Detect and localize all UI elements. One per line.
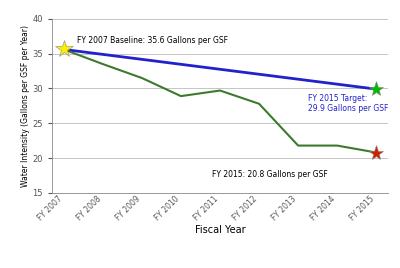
X-axis label: Fiscal Year: Fiscal Year [195, 225, 245, 235]
Text: FY 2015: 20.8 Gallons per GSF: FY 2015: 20.8 Gallons per GSF [212, 170, 328, 179]
Text: FY 2015 Target:
29.9 Gallons per GSF: FY 2015 Target: 29.9 Gallons per GSF [308, 94, 388, 113]
Text: FY 2007 Baseline: 35.6 Gallons per GSF: FY 2007 Baseline: 35.6 Gallons per GSF [77, 36, 228, 44]
Y-axis label: Water Intensity (Gallons per GSF per Year): Water Intensity (Gallons per GSF per Yea… [20, 25, 30, 187]
